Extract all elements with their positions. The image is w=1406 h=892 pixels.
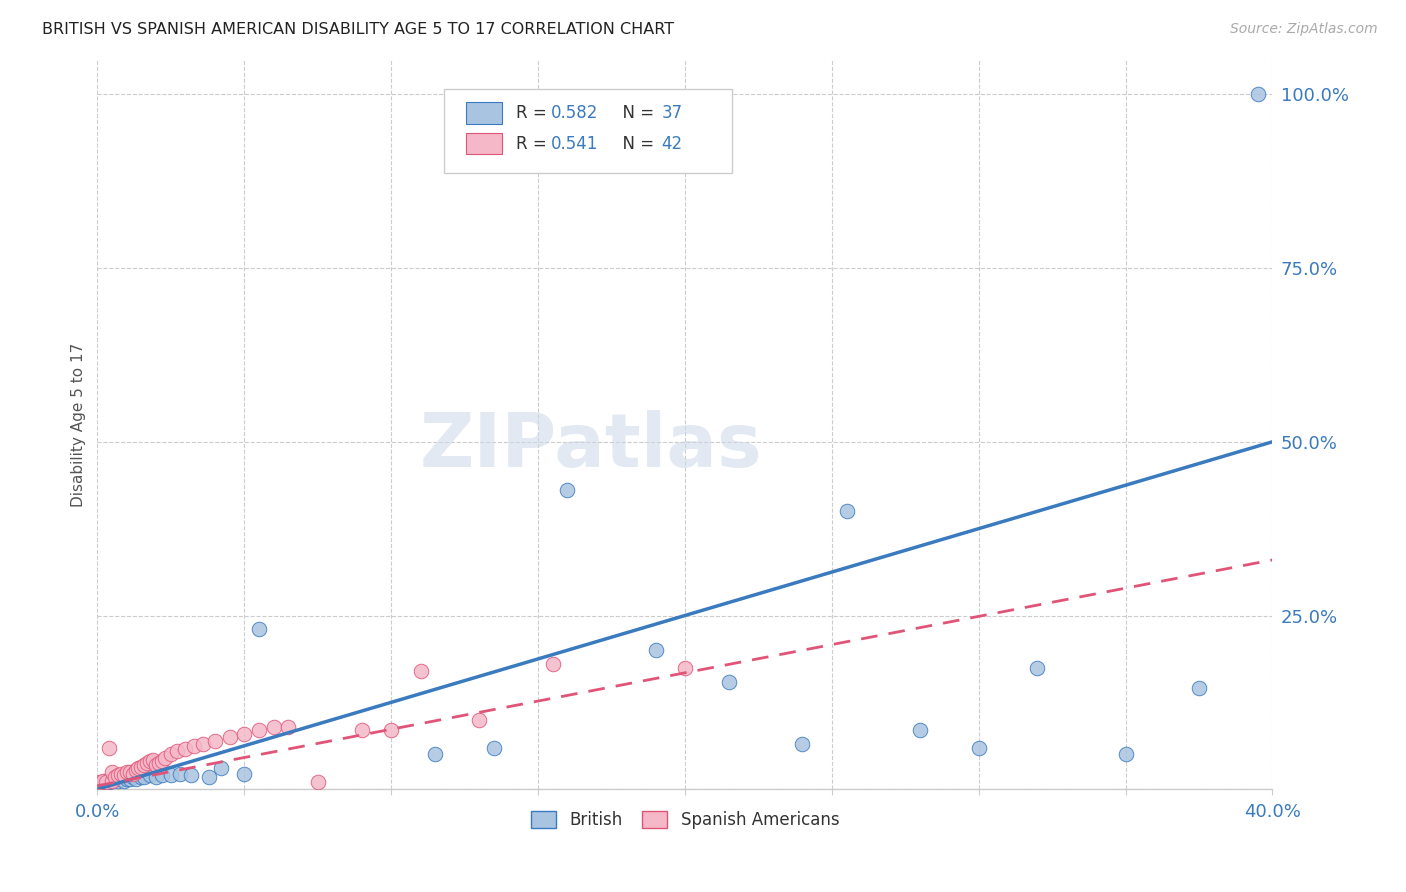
Point (121, 770, 143, 784)
Point (134, 758, 156, 772)
Point (121, 767, 143, 781)
Text: 42: 42 (661, 135, 682, 153)
Point (98, 740, 121, 755)
FancyBboxPatch shape (467, 133, 502, 154)
Point (204, 733, 226, 747)
Point (263, 720, 285, 734)
Text: 37: 37 (661, 103, 682, 122)
Point (233, 767, 256, 781)
Point (139, 768, 162, 782)
Point (136, 756, 159, 770)
Point (191, 737, 214, 751)
Point (409, 664, 432, 678)
Point (159, 768, 181, 782)
Point (198, 770, 221, 784)
Text: ZIPatlas: ZIPatlas (419, 409, 762, 483)
Point (967, 740, 990, 755)
Y-axis label: Disability Age 5 to 17: Disability Age 5 to 17 (72, 343, 86, 507)
Point (104, 770, 127, 784)
Point (148, 756, 170, 770)
Point (307, 775, 329, 789)
Point (131, 760, 153, 774)
Point (174, 742, 197, 756)
Point (110, 767, 132, 781)
Point (96, 773, 118, 788)
Point (118, 772, 141, 786)
Point (908, 723, 931, 738)
Point (209, 761, 232, 775)
Text: N =: N = (612, 135, 659, 153)
Point (792, 737, 814, 751)
Point (166, 744, 188, 758)
Point (1188, 681, 1211, 696)
Point (115, 772, 138, 786)
Point (233, 726, 256, 740)
Point (112, 773, 135, 788)
Point (717, 674, 740, 689)
Point (541, 657, 564, 672)
Point (425, 747, 447, 762)
Point (247, 623, 270, 637)
Point (91, 775, 114, 789)
Point (145, 758, 167, 772)
Point (350, 723, 373, 738)
Point (110, 772, 132, 786)
Point (104, 772, 127, 787)
Point (180, 768, 202, 782)
Point (468, 713, 491, 727)
Point (118, 764, 141, 779)
Point (1247, 87, 1270, 102)
Text: Source: ZipAtlas.com: Source: ZipAtlas.com (1230, 22, 1378, 37)
Point (98, 775, 121, 789)
Point (127, 761, 149, 775)
Point (124, 763, 146, 777)
Point (139, 755, 162, 769)
Text: R =: R = (516, 135, 551, 153)
Point (380, 723, 402, 738)
Point (107, 773, 129, 788)
Point (96, 775, 118, 789)
Point (218, 730, 240, 744)
Point (1115, 747, 1137, 762)
Point (1026, 660, 1049, 674)
Legend: British, Spanish Americans: British, Spanish Americans (524, 804, 846, 836)
Point (169, 767, 191, 781)
Point (145, 770, 167, 784)
Point (101, 773, 124, 788)
Point (91, 773, 114, 788)
Point (142, 753, 165, 767)
Point (673, 660, 696, 674)
Point (153, 751, 176, 765)
FancyBboxPatch shape (444, 89, 733, 173)
Text: N =: N = (612, 103, 659, 122)
Point (89, 775, 111, 789)
Point (159, 747, 181, 762)
Point (101, 764, 124, 779)
Point (134, 770, 156, 784)
Point (482, 740, 505, 755)
Point (124, 772, 146, 786)
Point (247, 723, 270, 738)
Point (150, 768, 173, 782)
Point (557, 483, 579, 498)
Point (131, 770, 153, 784)
Text: 0.541: 0.541 (551, 135, 599, 153)
Point (835, 504, 858, 518)
Point (112, 768, 135, 782)
Text: 0.582: 0.582 (551, 103, 599, 122)
Point (277, 720, 299, 734)
Point (115, 764, 138, 779)
Text: R =: R = (516, 103, 551, 122)
Point (644, 643, 666, 657)
Point (150, 755, 173, 769)
Text: BRITISH VS SPANISH AMERICAN DISABILITY AGE 5 TO 17 CORRELATION CHART: BRITISH VS SPANISH AMERICAN DISABILITY A… (42, 22, 675, 37)
FancyBboxPatch shape (467, 102, 502, 124)
Point (183, 739, 205, 753)
Point (107, 768, 129, 782)
Point (101, 773, 124, 788)
